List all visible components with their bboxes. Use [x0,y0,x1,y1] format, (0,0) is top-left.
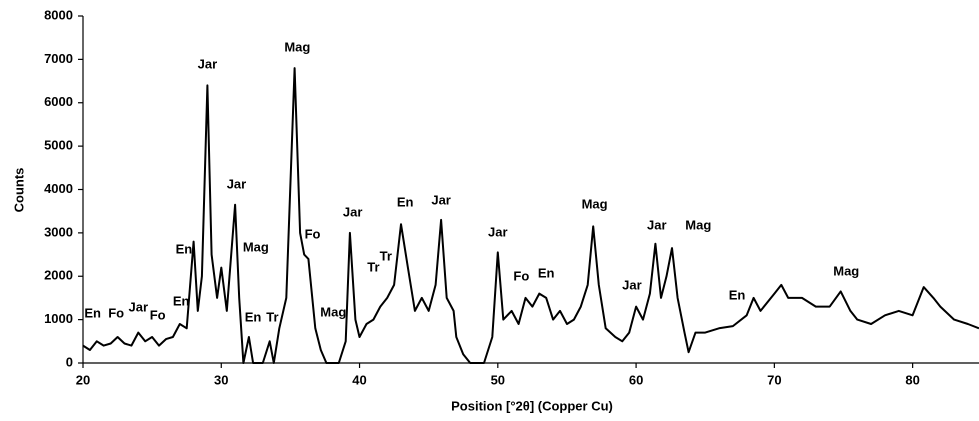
peak-label: Jar [129,299,149,314]
peak-label: Mag [582,197,608,212]
peak-label: Jar [227,177,247,192]
y-tick-label: 0 [66,354,73,369]
x-tick-label: 50 [491,372,505,387]
peak-label: En [245,309,262,324]
peak-label: En [84,305,101,320]
peak-label: Mag [284,40,310,55]
peak-label: Fo [108,305,124,320]
y-tick-label: 8000 [44,7,73,22]
peak-label: Fo [513,269,529,284]
peak-label: Mag [833,263,859,278]
x-tick-label: 70 [767,372,781,387]
x-tick-label: 40 [352,372,366,387]
peak-label: Jar [647,217,667,232]
peak-label: En [397,194,414,209]
peak-label: Fo [305,226,321,241]
y-tick-label: 4000 [44,181,73,196]
peak-label: Tr [367,259,379,274]
peak-label: Jar [198,56,218,71]
peak-label: En [729,288,746,303]
y-tick-label: 3000 [44,224,73,239]
peak-label: Jar [431,193,451,208]
peak-label: Jar [622,278,642,293]
y-tick-label: 6000 [44,94,73,109]
peak-label: Mag [320,305,346,320]
x-tick-label: 80 [905,372,919,387]
x-tick-label: 60 [629,372,643,387]
y-axis-title: Counts [11,168,26,213]
x-tick-label: 20 [76,372,90,387]
peak-label: Tr [266,309,278,324]
peak-label: Mag [685,217,711,232]
peak-label: Jar [343,204,363,219]
y-tick-label: 2000 [44,268,73,283]
xrd-line [82,67,979,364]
y-tick-label: 7000 [44,51,73,66]
peak-label: Jar [488,224,508,239]
peak-label: Tr [380,249,392,264]
peak-label: En [176,242,193,257]
x-tick-label: 30 [214,372,228,387]
peak-label: En [538,266,555,281]
peak-label: Mag [243,239,269,254]
peak-label: Fo [150,308,166,323]
peak-label: En [173,294,190,309]
y-tick-label: 5000 [44,138,73,153]
x-axis-title: Position [°2θ] (Copper Cu) [451,398,613,413]
y-tick-label: 1000 [44,311,73,326]
